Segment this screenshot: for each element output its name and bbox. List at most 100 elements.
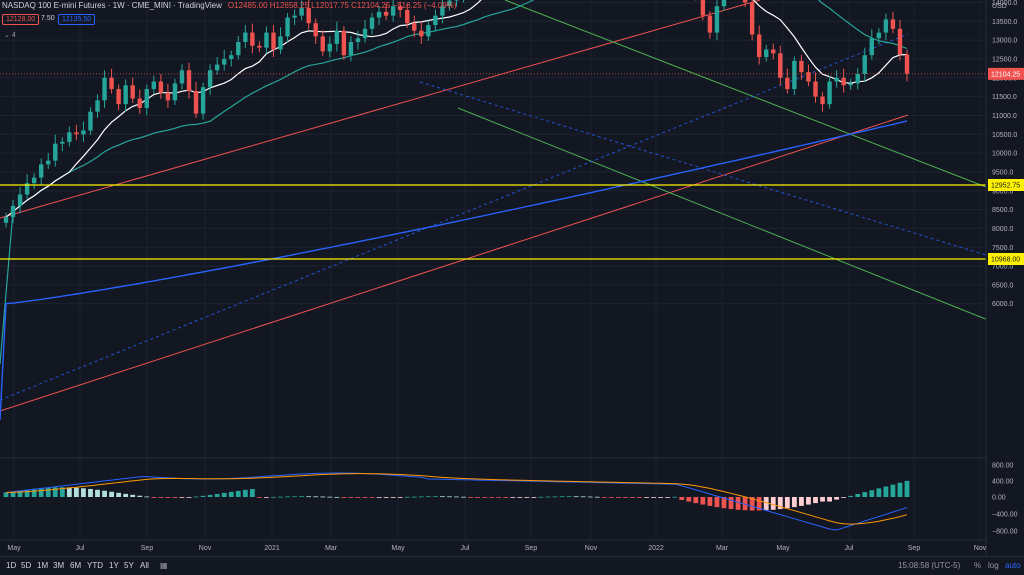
macd-bar xyxy=(784,497,790,509)
macd-bar xyxy=(672,496,678,498)
resistance-label-box xyxy=(988,179,1024,191)
candle xyxy=(229,55,234,59)
candle xyxy=(813,81,818,97)
candle xyxy=(144,89,149,108)
time-tick-label: May xyxy=(7,545,21,552)
macd-bar xyxy=(52,487,58,497)
candle xyxy=(785,77,790,90)
auto-toggle[interactable]: auto xyxy=(1005,561,1021,570)
candle xyxy=(405,9,410,24)
macd-bar xyxy=(686,497,692,502)
macd-bar xyxy=(10,491,16,497)
percent-toggle[interactable]: % xyxy=(974,561,982,570)
candle xyxy=(271,32,276,50)
macd-bar xyxy=(235,490,241,497)
macd-bar xyxy=(693,497,699,504)
candle xyxy=(292,15,297,18)
macd-bar xyxy=(841,497,847,498)
price-tick-label: 10000.0 xyxy=(992,151,1017,158)
candles xyxy=(3,0,910,228)
price-tick-label: 7000.0 xyxy=(992,264,1014,271)
macd-bar xyxy=(700,497,706,505)
range-ytd[interactable]: YTD xyxy=(87,561,103,570)
macd-bar xyxy=(827,497,832,502)
macd-bar xyxy=(320,496,326,498)
price-tick-label: 9500.0 xyxy=(992,169,1014,176)
macd-bar xyxy=(869,490,875,497)
macd-bar xyxy=(468,497,473,498)
range-1m[interactable]: 1M xyxy=(37,561,49,570)
time-tick-label: Sep xyxy=(908,545,921,552)
macd-bar xyxy=(285,496,290,498)
range-5d[interactable]: 5D xyxy=(21,561,32,570)
candle xyxy=(257,45,262,48)
log-toggle[interactable]: log xyxy=(988,561,999,570)
macd-bar xyxy=(524,497,530,498)
price-tick-label: 8500.0 xyxy=(992,207,1014,214)
macd-bar xyxy=(461,496,466,498)
candle xyxy=(299,8,304,16)
candle xyxy=(397,6,403,10)
candle xyxy=(250,32,255,46)
macd-bar xyxy=(545,496,551,498)
macd-bar xyxy=(820,497,825,502)
range-6m[interactable]: 6M xyxy=(70,561,82,570)
currency-label: USD xyxy=(992,3,1007,10)
macd-bar xyxy=(369,497,375,498)
last-price-label-box xyxy=(988,67,1024,80)
sell-button[interactable]: 12128.00 xyxy=(2,14,40,25)
time-tick-label: Nov xyxy=(974,545,987,552)
candle xyxy=(165,92,171,101)
macd-bar xyxy=(376,497,382,498)
candle xyxy=(890,19,896,29)
time-tick-label: May xyxy=(776,545,790,552)
macd-bar xyxy=(425,496,431,498)
buy-button[interactable]: 12135.50 xyxy=(58,14,96,25)
calendar-icon[interactable]: ▦ xyxy=(160,561,168,570)
macd-bar xyxy=(123,493,129,497)
candle xyxy=(179,70,185,84)
time-tick-label: 2021 xyxy=(264,545,280,552)
candle xyxy=(348,42,354,56)
candle xyxy=(447,0,452,7)
macd-tick-label: 400.00 xyxy=(992,479,1014,486)
macd-bar xyxy=(341,497,347,498)
range-3m[interactable]: 3M xyxy=(53,561,65,570)
indicators-toggle[interactable]: ⌄ 4 xyxy=(4,32,16,39)
macd-bar xyxy=(418,496,424,498)
candle xyxy=(792,60,797,90)
macd-bar xyxy=(834,497,840,500)
price-tick-label: 14000.0 xyxy=(992,0,1017,7)
range-5y[interactable]: 5Y xyxy=(124,561,134,570)
price-chart[interactable]: USD17500.017000.016500.016000.015500.015… xyxy=(0,0,1024,556)
range-1y[interactable]: 1Y xyxy=(109,561,119,570)
time-tick-label: Nov xyxy=(199,545,212,552)
macd-bar xyxy=(883,486,889,497)
candle xyxy=(38,164,44,178)
candle xyxy=(426,25,431,37)
macd-bar xyxy=(552,496,558,498)
macd-bar xyxy=(3,492,9,497)
range-1d[interactable]: 1D xyxy=(6,561,17,570)
macd-bar xyxy=(17,490,23,497)
macd-bar xyxy=(66,487,72,497)
time-tick-label: May xyxy=(391,545,405,552)
macd-bar xyxy=(278,496,283,498)
macd-bar xyxy=(59,487,65,497)
candle xyxy=(742,0,748,3)
candle xyxy=(95,100,100,112)
range-all[interactable]: All xyxy=(140,561,149,570)
macd-bar xyxy=(102,490,107,497)
candle xyxy=(841,77,846,86)
symbol-title[interactable]: NASDAQ 100 E-mini Futures · 1W · CME_MIN… xyxy=(2,1,222,10)
price-tick-label: 13500.0 xyxy=(992,19,1017,26)
macd-tick-label: 0.00 xyxy=(992,495,1006,502)
macd-bar xyxy=(447,496,452,498)
time-tick-label: 2022 xyxy=(648,545,664,552)
macd-bar xyxy=(362,497,368,498)
clock-readout: 15:08:58 (UTC-5) xyxy=(898,561,961,570)
macd-bar xyxy=(742,497,748,511)
macd-bar xyxy=(383,497,389,498)
candle xyxy=(207,70,213,88)
candle xyxy=(285,17,290,37)
